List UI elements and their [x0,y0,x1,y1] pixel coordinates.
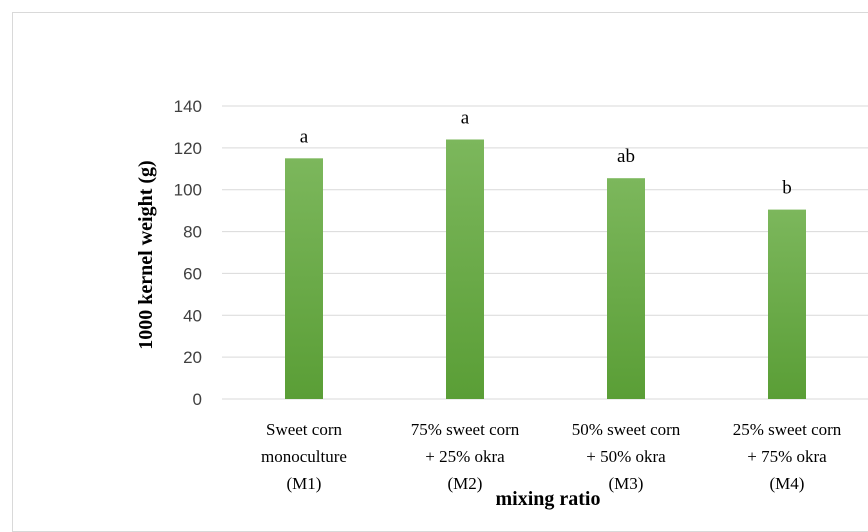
category-label-3: 50% sweet corn + 50% okra (M3) [572,420,681,493]
y-tick-label: 0 [193,390,202,409]
y-tick-label: 40 [183,306,202,325]
category-label-4: 25% sweet corn + 75% okra (M4) [733,420,842,493]
bars [285,139,806,399]
data-labels: a a ab b [300,107,792,198]
bar-1 [285,158,323,399]
x-axis-title: mixing ratio [496,488,601,510]
bar-4 [768,209,806,399]
data-label-4: b [782,178,792,199]
y-tick-label: 80 [183,223,202,242]
bar-chart: 0 20 40 60 80 100 120 140 a a ab b Sweet corn monoc… [135,97,868,510]
x-category-labels: Sweet corn monoculture (M1) 75% sweet corn +… [261,420,842,493]
category-label-2: 75% sweet corn + 25% okra (M2) [411,420,520,493]
y-tick-label: 20 [183,348,202,367]
y-tick-label: 140 [174,97,202,116]
y-tick-label: 120 [174,139,202,158]
category-label-1: Sweet corn monoculture (M1) [261,420,347,493]
data-label-3: ab [617,146,635,167]
y-tick-labels: 0 20 40 60 80 100 120 140 [174,97,202,409]
y-tick-label: 100 [174,181,202,200]
y-tick-label: 60 [183,264,202,283]
gridlines [222,105,868,400]
data-label-2: a [461,107,470,128]
data-label-1: a [300,126,309,147]
chart-frame [12,12,868,532]
y-axis-title: 1000 kernel weight (g) [135,160,157,349]
bar-2 [446,139,484,399]
bar-3 [607,178,645,399]
